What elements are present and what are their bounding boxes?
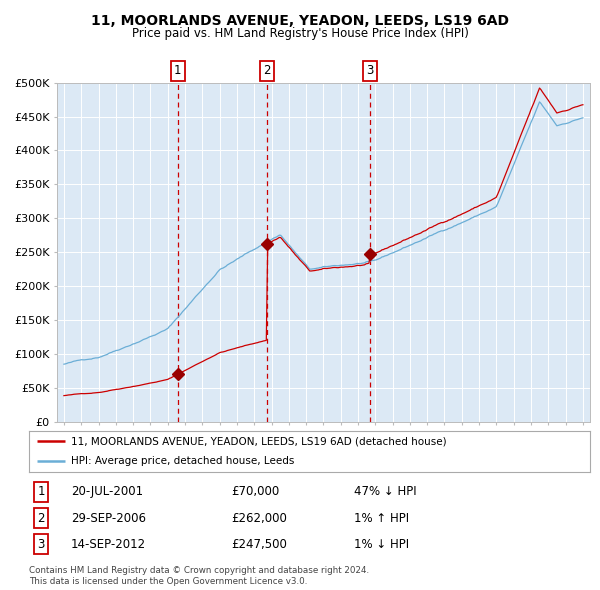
Text: HPI: Average price, detached house, Leeds: HPI: Average price, detached house, Leed…	[71, 456, 294, 466]
Text: 1% ↑ HPI: 1% ↑ HPI	[354, 512, 409, 525]
Text: Price paid vs. HM Land Registry's House Price Index (HPI): Price paid vs. HM Land Registry's House …	[131, 27, 469, 40]
Text: 14-SEP-2012: 14-SEP-2012	[71, 537, 146, 550]
Text: 1: 1	[174, 64, 182, 77]
Text: £70,000: £70,000	[231, 486, 279, 499]
Text: 20-JUL-2001: 20-JUL-2001	[71, 486, 143, 499]
Text: £262,000: £262,000	[231, 512, 287, 525]
Text: 1: 1	[37, 486, 45, 499]
Text: 3: 3	[367, 64, 374, 77]
Text: 11, MOORLANDS AVENUE, YEADON, LEEDS, LS19 6AD: 11, MOORLANDS AVENUE, YEADON, LEEDS, LS1…	[91, 14, 509, 28]
Text: £247,500: £247,500	[231, 537, 287, 550]
Text: Contains HM Land Registry data © Crown copyright and database right 2024.
This d: Contains HM Land Registry data © Crown c…	[29, 566, 369, 586]
Text: 29-SEP-2006: 29-SEP-2006	[71, 512, 146, 525]
Text: 3: 3	[37, 537, 45, 550]
Text: 2: 2	[37, 512, 45, 525]
Text: 1% ↓ HPI: 1% ↓ HPI	[354, 537, 409, 550]
Text: 11, MOORLANDS AVENUE, YEADON, LEEDS, LS19 6AD (detached house): 11, MOORLANDS AVENUE, YEADON, LEEDS, LS1…	[71, 437, 446, 447]
Text: 47% ↓ HPI: 47% ↓ HPI	[354, 486, 417, 499]
Text: 2: 2	[263, 64, 271, 77]
